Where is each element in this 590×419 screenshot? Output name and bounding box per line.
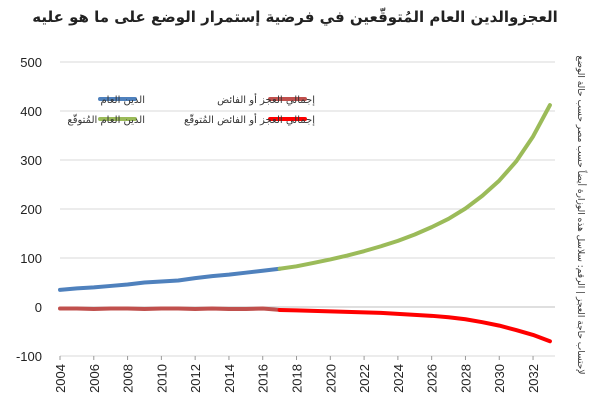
x-tick-label: 2030	[492, 364, 507, 393]
legend-label-3: إجمالي العجز أو الفائض	[217, 93, 315, 106]
series-line-3	[58, 306, 282, 312]
x-tick-label: 2032	[526, 364, 541, 393]
legend-label-2: الدين العام المُتوقّع	[67, 113, 145, 126]
y-tick-label: 100	[20, 251, 42, 266]
x-tick-label: 2012	[188, 364, 203, 393]
axes: 500 400 300 200 100 0 -100 2004 2006 2008 2010 2012…	[16, 55, 555, 393]
series-line-1	[58, 266, 282, 292]
chart-title: العجزوالدين العام المُتوقّعين في فرضية إ…	[32, 8, 558, 26]
x-tick-label: 2004	[53, 364, 68, 393]
x-tick-label: 2028	[458, 364, 473, 393]
legend-label-4: إجمالي العجز أو الفائض المُتوقّع	[184, 113, 315, 126]
x-tick-label: 2008	[121, 364, 136, 393]
y-tick-label: 300	[20, 153, 42, 168]
x-tick-label: 2018	[290, 364, 305, 393]
x-tick-label: 2014	[222, 364, 237, 393]
legend-label-1: الدين العام	[100, 95, 145, 106]
y-tick-label: -100	[16, 349, 42, 364]
source-note-text: لإحتساب حاجة العجز | الرقم: سلاسل هذه ال…	[575, 56, 588, 375]
x-tick-label: 2020	[323, 364, 338, 393]
x-tick-label: 2016	[256, 364, 271, 393]
x-tick-label: 2010	[154, 364, 169, 393]
x-tick-label: 2022	[357, 364, 372, 393]
x-tick-label: 2024	[391, 364, 406, 393]
y-tick-label: 400	[20, 104, 42, 119]
y-tick-label: 0	[35, 300, 42, 315]
legend: الدين العام الدين العام المُتوقّع إجمالي ا…	[67, 93, 315, 126]
x-tick-label: 2006	[87, 364, 102, 393]
source-note: لإحتساب حاجة العجز | الرقم: سلاسل هذه ال…	[575, 56, 588, 375]
series-line-4	[277, 307, 552, 344]
y-tick-label: 500	[20, 55, 42, 70]
series-line-2	[277, 103, 552, 271]
gridlines	[60, 61, 555, 357]
x-tick-label: 2026	[425, 364, 440, 393]
y-tick-label: 200	[20, 202, 42, 217]
series-lines	[58, 103, 552, 344]
